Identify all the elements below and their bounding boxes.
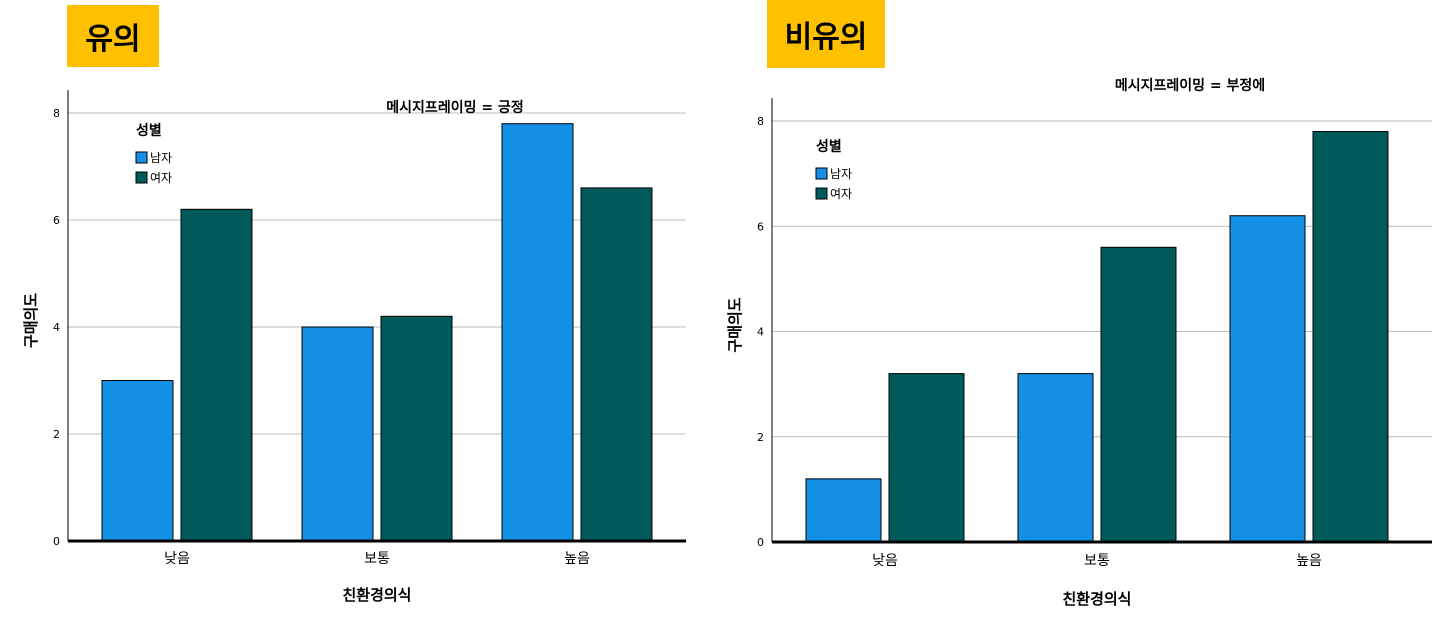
x-category-label: 보통 [364, 551, 390, 567]
bar-female-2 [380, 315, 453, 542]
bar-female-3 [580, 187, 653, 542]
bar-female-2 [1100, 246, 1177, 543]
y-tick-label: 0 [757, 536, 764, 549]
y-tick-label: 6 [53, 214, 60, 227]
legend-swatch-male [135, 151, 148, 164]
chart-title: 메시지프레이밍 = 부정에 [1115, 77, 1265, 94]
x-category-label: 높음 [1296, 553, 1322, 569]
legend-title: 성별 [136, 122, 162, 139]
bar-male-1 [805, 478, 882, 543]
legend-item-male: 남자 [830, 167, 852, 181]
bar-male-3 [1229, 215, 1306, 543]
y-tick-label: 8 [53, 107, 60, 120]
legend-item-female: 여자 [830, 187, 852, 201]
legend-item-female: 여자 [150, 171, 172, 185]
bar-female-3 [1312, 131, 1389, 543]
bar-female-1 [888, 373, 965, 543]
y-axis-title: 구매의도 [22, 293, 40, 348]
x-axis-title: 친환경의식 [1062, 590, 1131, 608]
x-category-label: 낮음 [164, 551, 190, 567]
x-category-label: 높음 [564, 551, 590, 567]
y-tick-label: 2 [53, 428, 60, 441]
y-tick-label: 6 [757, 220, 764, 233]
y-tick-label: 8 [757, 115, 764, 128]
bar-male-2 [1017, 373, 1094, 543]
legend-item-male: 남자 [150, 151, 172, 165]
y-tick-label: 4 [53, 321, 60, 334]
y-axis-title: 구매의도 [726, 297, 744, 352]
y-tick-label: 2 [757, 431, 764, 444]
non-significant-badge: 비유의 [767, 0, 885, 68]
chart-title: 메시지프레이밍 = 긍정 [386, 99, 523, 116]
bar-female-1 [180, 208, 253, 542]
x-category-label: 보통 [1084, 553, 1110, 569]
x-category-label: 낮음 [872, 553, 898, 569]
x-axis-title: 친환경의식 [342, 586, 411, 604]
bar-male-2 [301, 326, 374, 542]
legend-swatch-female [815, 187, 828, 200]
legend-swatch-male [815, 167, 828, 180]
legend-swatch-female [135, 171, 148, 184]
bar-male-3 [501, 123, 574, 542]
significant-badge: 유의 [67, 5, 159, 67]
y-tick-label: 0 [53, 535, 60, 548]
y-tick-label: 4 [757, 326, 764, 339]
legend-title: 성별 [816, 138, 842, 155]
